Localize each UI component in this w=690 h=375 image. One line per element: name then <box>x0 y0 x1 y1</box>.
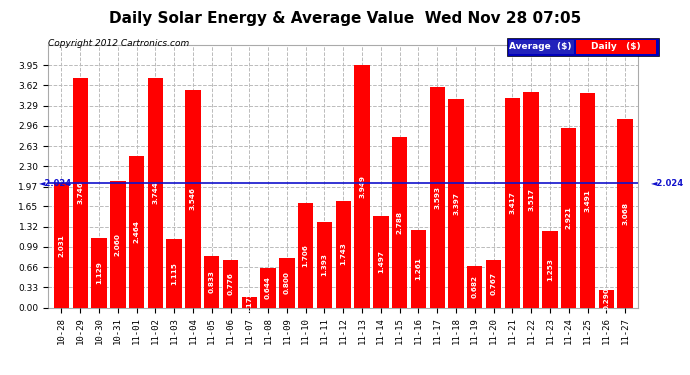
Bar <box>618 119 633 308</box>
Bar <box>599 290 614 308</box>
Bar <box>298 203 313 308</box>
Bar <box>524 92 539 308</box>
Text: 0.800: 0.800 <box>284 272 290 294</box>
Bar <box>561 128 576 308</box>
Bar <box>317 222 332 308</box>
Bar <box>355 65 370 308</box>
Bar <box>411 230 426 308</box>
Text: ◄2.024: ◄2.024 <box>651 179 684 188</box>
Bar <box>279 258 295 308</box>
Text: 0.833: 0.833 <box>209 270 215 293</box>
Text: 1.706: 1.706 <box>303 244 308 267</box>
Text: 1.253: 1.253 <box>547 258 553 280</box>
Text: Copyright 2012 Cartronics.com: Copyright 2012 Cartronics.com <box>48 39 190 48</box>
Bar <box>542 231 558 308</box>
Text: 1.129: 1.129 <box>96 261 102 284</box>
Bar <box>148 78 163 308</box>
Text: 3.949: 3.949 <box>359 175 365 198</box>
Bar <box>91 238 107 308</box>
Text: Average  ($): Average ($) <box>509 42 571 51</box>
Text: 1.393: 1.393 <box>322 254 328 276</box>
Bar <box>429 87 445 308</box>
Text: 3.068: 3.068 <box>622 202 628 225</box>
Bar <box>241 297 257 307</box>
Text: 0.172: 0.172 <box>246 291 253 314</box>
Text: ◄2.024: ◄2.024 <box>39 179 72 188</box>
Bar <box>448 99 464 308</box>
Text: 1.743: 1.743 <box>340 243 346 266</box>
Text: 1.261: 1.261 <box>415 257 422 280</box>
Text: 2.060: 2.060 <box>115 233 121 256</box>
Bar <box>54 183 69 308</box>
Text: 0.776: 0.776 <box>228 272 233 295</box>
Text: 0.290: 0.290 <box>603 287 609 310</box>
Text: 3.417: 3.417 <box>509 191 515 214</box>
Bar <box>392 136 407 308</box>
Text: 3.744: 3.744 <box>152 181 159 204</box>
Bar <box>486 261 501 308</box>
Text: 2.921: 2.921 <box>566 207 572 230</box>
Bar <box>129 156 144 308</box>
Bar <box>373 216 388 308</box>
Bar <box>335 201 351 308</box>
Text: 3.593: 3.593 <box>434 186 440 209</box>
Bar <box>186 90 201 308</box>
Text: Daily   ($): Daily ($) <box>591 42 641 51</box>
Text: 3.491: 3.491 <box>584 189 591 212</box>
Text: 2.788: 2.788 <box>397 210 403 234</box>
Text: 3.517: 3.517 <box>528 188 534 211</box>
Text: 0.682: 0.682 <box>472 275 477 298</box>
Text: 3.546: 3.546 <box>190 187 196 210</box>
Bar <box>204 256 219 307</box>
Text: 3.746: 3.746 <box>77 181 83 204</box>
Bar <box>260 268 276 308</box>
Text: 1.497: 1.497 <box>378 250 384 273</box>
Bar <box>223 260 238 308</box>
Text: Daily Solar Energy & Average Value  Wed Nov 28 07:05: Daily Solar Energy & Average Value Wed N… <box>109 11 581 26</box>
Text: 2.464: 2.464 <box>134 220 139 243</box>
Text: 1.115: 1.115 <box>171 262 177 285</box>
Bar <box>504 98 520 308</box>
Text: 3.397: 3.397 <box>453 192 459 215</box>
Text: 0.767: 0.767 <box>491 273 497 296</box>
Bar <box>110 181 126 308</box>
Bar <box>467 266 482 308</box>
Bar <box>580 93 595 308</box>
Text: 2.031: 2.031 <box>59 234 64 256</box>
Text: 0.644: 0.644 <box>265 276 271 299</box>
Bar <box>72 78 88 308</box>
Bar <box>166 239 182 308</box>
